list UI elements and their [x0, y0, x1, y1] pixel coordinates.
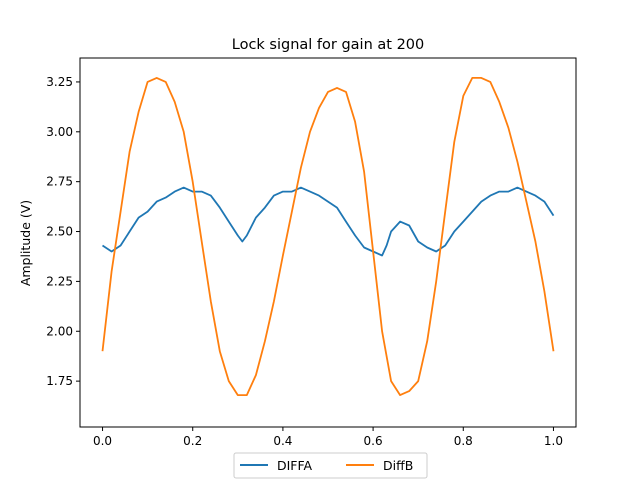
x-tick-label: 1.0 — [544, 434, 563, 448]
series-layer — [101, 77, 555, 397]
y-tick-label: 2.50 — [46, 225, 73, 239]
plot-frame — [79, 57, 577, 428]
series-line-diffa — [102, 186, 555, 257]
y-tick-label: 2.25 — [46, 274, 73, 288]
x-tick-label: 0.6 — [364, 434, 383, 448]
series-line-diffb — [101, 77, 555, 397]
y-tick-label: 3.00 — [46, 125, 73, 139]
y-tick-label: 2.00 — [46, 324, 73, 338]
legend-label-diffb: DiffB — [383, 458, 413, 473]
y-axis-label: Amplitude (V) — [18, 200, 33, 286]
y-tick-label: 2.75 — [46, 175, 73, 189]
x-tick-label: 0.8 — [454, 434, 473, 448]
chart-title: Lock signal for gain at 200 — [232, 37, 425, 53]
x-tick-label: 0.4 — [273, 434, 292, 448]
y-tick-label: 3.25 — [46, 75, 73, 89]
legend-box — [233, 452, 428, 479]
plot-area — [80, 58, 576, 427]
y-tick-label: 1.75 — [46, 374, 73, 388]
x-tick-label: 0.2 — [183, 434, 202, 448]
legend: DIFFA DiffB — [233, 452, 428, 479]
legend-label-diffa: DIFFA — [277, 458, 313, 473]
y-axis: 1.75 2.00 2.25 2.50 2.75 3.00 3.25 — [46, 75, 80, 388]
x-axis: 0.0 0.2 0.4 0.6 0.8 1.0 — [93, 427, 563, 448]
x-tick-label: 0.0 — [93, 434, 112, 448]
